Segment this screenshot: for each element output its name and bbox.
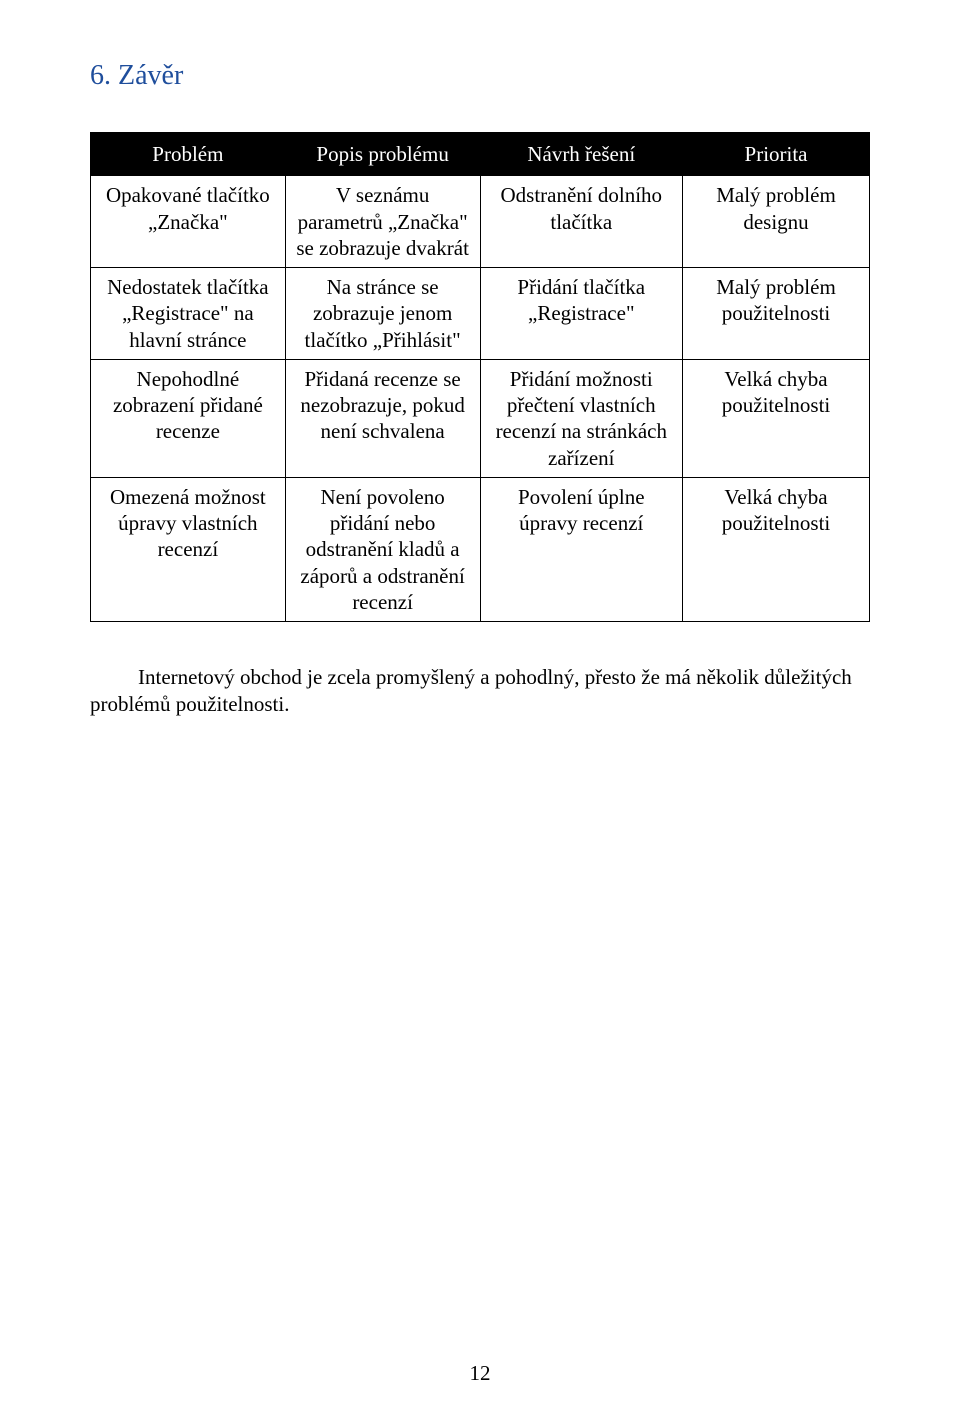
table-header-row: Problém Popis problému Návrh řešení Prio… bbox=[91, 133, 870, 176]
table-cell: Na stránce se zobrazuje jenom tlačítko „… bbox=[285, 268, 480, 360]
table-row: Opakované tlačítko „Značka" V seznámu pa… bbox=[91, 176, 870, 268]
table-cell: Velká chyba použitelnosti bbox=[683, 359, 870, 477]
table-header-cell: Priorita bbox=[683, 133, 870, 176]
table-row: Nedostatek tlačítka „Registrace" na hlav… bbox=[91, 268, 870, 360]
table-cell: V seznámu parametrů „Značka" se zobrazuj… bbox=[285, 176, 480, 268]
table-cell: Velká chyba použitelnosti bbox=[683, 477, 870, 621]
table-cell: Přidání tlačítka „Registrace" bbox=[480, 268, 683, 360]
table-header-cell: Popis problému bbox=[285, 133, 480, 176]
table-cell: Malý problém použitelnosti bbox=[683, 268, 870, 360]
table-row: Nepohodlné zobrazení přidané recenze Při… bbox=[91, 359, 870, 477]
table-cell: Nepohodlné zobrazení přidané recenze bbox=[91, 359, 286, 477]
table-cell: Přidání možnosti přečtení vlastních rece… bbox=[480, 359, 683, 477]
table-header-cell: Návrh řešení bbox=[480, 133, 683, 176]
table-cell: Odstranění dolního tlačítka bbox=[480, 176, 683, 268]
table-cell: Přidaná recenze se nezobrazuje, pokud ne… bbox=[285, 359, 480, 477]
section-heading: 6. Závěr bbox=[90, 60, 870, 92]
summary-table: Problém Popis problému Návrh řešení Prio… bbox=[90, 132, 870, 622]
table-cell: Nedostatek tlačítka „Registrace" na hlav… bbox=[91, 268, 286, 360]
table-cell: Opakované tlačítko „Značka" bbox=[91, 176, 286, 268]
page-number: 12 bbox=[0, 1361, 960, 1386]
table-cell: Omezená možnost úpravy vlastních recenzí bbox=[91, 477, 286, 621]
table-cell: Malý problém designu bbox=[683, 176, 870, 268]
conclusion-paragraph: Internetový obchod je zcela promyšlený a… bbox=[90, 664, 870, 719]
table-cell: Povolení úplne úpravy recenzí bbox=[480, 477, 683, 621]
table-row: Omezená možnost úpravy vlastních recenzí… bbox=[91, 477, 870, 621]
table-header-cell: Problém bbox=[91, 133, 286, 176]
table-cell: Není povoleno přidání nebo odstranění kl… bbox=[285, 477, 480, 621]
